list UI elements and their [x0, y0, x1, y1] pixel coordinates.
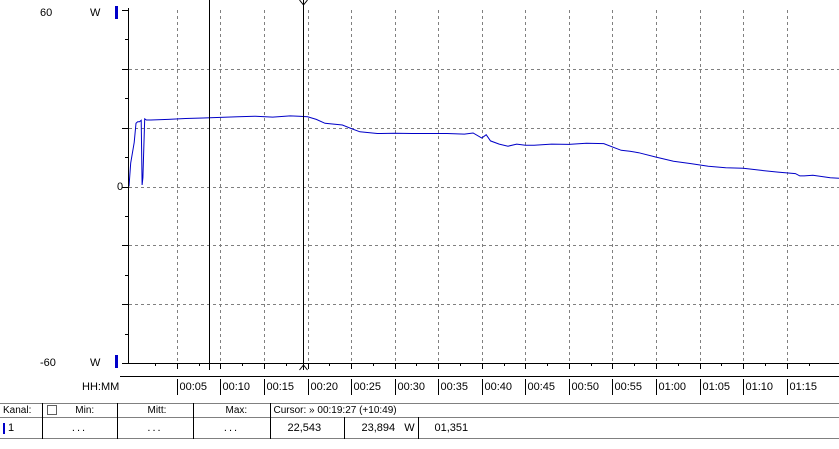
x-tick-label: 00:25 [353, 381, 382, 393]
x-tick-separator [787, 379, 788, 395]
x-tick-label: 00:55 [614, 381, 643, 393]
row-min: ... [42, 417, 118, 439]
series-layer [128, 115, 839, 187]
x-tick-label: 01:00 [658, 381, 687, 393]
x-tick-separator [612, 379, 613, 395]
x-tick-label: 01:15 [789, 381, 818, 393]
row-cursor-delta: 01,351 [434, 422, 469, 434]
y-bottom-marker[interactable] [115, 355, 118, 368]
col-header-mitt: Mitt: [117, 403, 194, 418]
measurement-table: Kanal: Min: Mitt: Max: Cursor: » 00:19:2… [0, 403, 839, 439]
x-tick-label: 00:15 [266, 381, 295, 393]
x-tick-separator [743, 379, 744, 395]
y-zero-label: 0 [117, 181, 124, 193]
x-tick-separator [395, 379, 396, 395]
cursor-top-handle [299, 0, 308, 6]
x-tick-label: 01:05 [702, 381, 731, 393]
col-header-cursor: Cursor: » 00:19:27 (+10:49) [270, 403, 839, 418]
channel-color-marker [3, 422, 5, 434]
x-tick-separator [656, 379, 657, 395]
row-cursor-value2-number: 23,894 [361, 422, 396, 434]
x-tick-label: 00:45 [527, 381, 556, 393]
x-tick-separator [220, 379, 221, 395]
x-tick-separator [525, 379, 526, 395]
cursor-layer [209, 0, 308, 371]
x-tick-separator [177, 379, 178, 395]
y-top-marker[interactable] [115, 6, 118, 19]
y-bottom-unit: W [90, 357, 101, 369]
x-tick-label: 00:40 [484, 381, 513, 393]
row-channel: 1 [0, 417, 43, 439]
x-tick-separator [308, 379, 309, 395]
x-tick-separator [482, 379, 483, 395]
y-top-label: 60 [40, 7, 53, 19]
row-mitt: ... [117, 417, 194, 439]
table-row[interactable]: 1 ... ... ... 22,543 23,894 W 01,351 [0, 417, 839, 439]
plot-grid [122, 10, 839, 369]
row-channel-label: 1 [8, 422, 15, 434]
x-tick-label: 00:20 [310, 381, 339, 393]
x-tick-separator [351, 379, 352, 395]
row-max: ... [193, 417, 271, 439]
x-tick-label: 00:10 [222, 381, 251, 393]
y-bottom-label: -60 [40, 357, 56, 369]
x-tick-separator [264, 379, 265, 395]
col-header-min: Min: [42, 403, 118, 418]
y-top-unit: W [90, 7, 101, 19]
x-tick-separator [569, 379, 570, 395]
x-tick-label: 00:05 [179, 381, 208, 393]
chart-plot[interactable] [0, 0, 839, 403]
table-header-row: Kanal: Min: Mitt: Max: Cursor: » 00:19:2… [0, 403, 839, 418]
x-format-label: HH:MM [82, 381, 120, 393]
row-cursor-unit: W [404, 422, 415, 434]
row-cursor-value1: 22,543 [270, 417, 345, 439]
col-header-min-label: Min: [75, 405, 95, 416]
x-tick-label: 00:30 [397, 381, 426, 393]
x-tick-label: 01:10 [745, 381, 774, 393]
channel-checkbox[interactable] [46, 405, 57, 416]
cursor-bottom-handle [299, 364, 308, 371]
x-tick-label: 00:50 [571, 381, 600, 393]
x-tick-separator [700, 379, 701, 395]
col-header-kanal: Kanal: [0, 403, 43, 418]
series-line [128, 115, 839, 187]
col-header-max: Max: [193, 403, 271, 418]
x-tick-separator [438, 379, 439, 395]
x-tick-label: 00:35 [440, 381, 469, 393]
row-cursor-value2: 23,894 W [344, 417, 419, 439]
